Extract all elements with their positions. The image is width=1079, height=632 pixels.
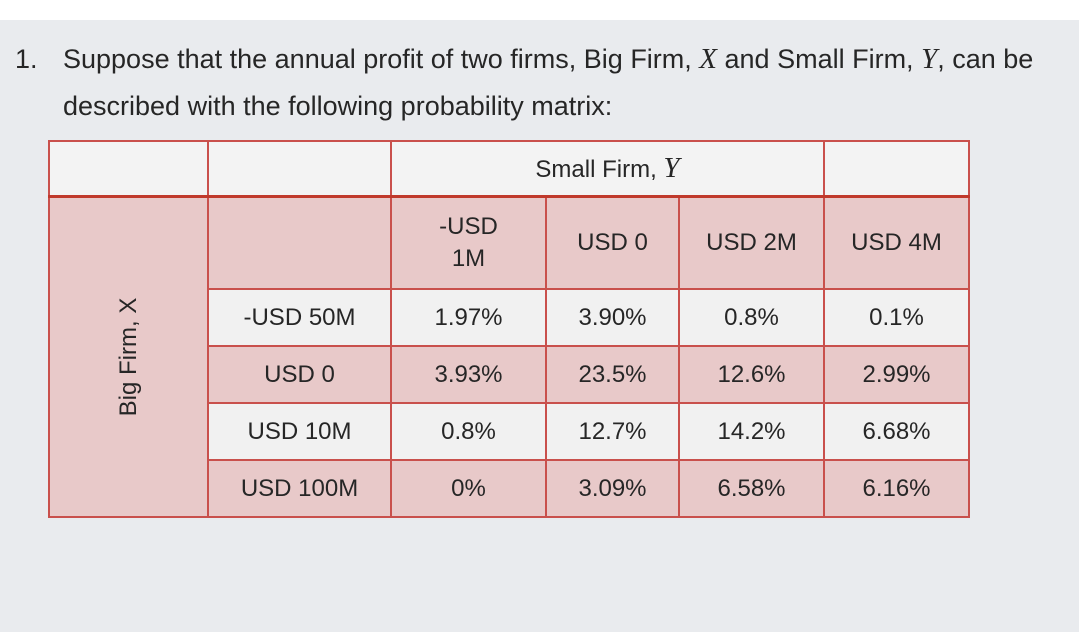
cell: 12.7% [545,402,680,461]
cell: 14.2% [678,402,825,461]
cell: 6.58% [678,459,825,518]
column-header: USD 2M [678,195,825,290]
cell: 3.09% [545,459,680,518]
empty-cell [207,195,392,290]
cell: 2.99% [823,345,970,404]
text: Suppose that the annual profit of two fi… [63,44,700,74]
cell: 0.1% [823,288,970,347]
variable: Y [663,152,680,184]
variable: Y [921,43,938,75]
cell: 6.16% [823,459,970,518]
column-group-label: Small Firm, Y [390,140,825,198]
row-group-label: Big Firm, X [114,297,142,417]
empty-cell [823,140,970,198]
row-label: USD 100M [207,459,392,518]
row-label: USD 10M [207,402,392,461]
cell: 12.6% [678,345,825,404]
cell: 0.8% [390,402,547,461]
cell: 6.68% [823,402,970,461]
cell: 3.93% [390,345,547,404]
data-row: USD 100M 0% 3.09% 6.58% 6.16% [49,459,970,518]
empty-cell [207,140,392,198]
cell: 0% [390,459,547,518]
probability-table: Small Firm, Y Big Firm, X -USD 1M USD 0 US… [48,140,970,518]
question-number: 1. [15,44,38,74]
column-header: -USD 1M [390,195,547,290]
text: Small Firm, [535,156,664,183]
variable: X [699,43,718,75]
cell: 23.5% [545,345,680,404]
row-label: USD 0 [207,345,392,404]
column-header-row: Big Firm, X -USD 1M USD 0 USD 2M USD 4M [48,195,970,518]
column-header: USD 0 [545,195,680,290]
data-row: USD 10M 0.8% 12.7% 14.2% 6.68% [49,402,970,461]
data-row: -USD 50M 1.97% 3.90% 0.8% 0.1% [49,288,970,347]
data-row: USD 0 3.93% 23.5% 12.6% 2.99% [49,345,970,404]
cell: 3.90% [545,288,680,347]
column-header: USD 4M [823,195,970,290]
header-row: Small Firm, Y [48,140,970,198]
empty-cell [48,140,209,198]
cell: 0.8% [678,288,825,347]
text: and Small Firm, [717,44,922,74]
row-group-cell: Big Firm, X [48,195,209,518]
text: , can be described with the following pr… [63,44,1034,121]
row-label: -USD 50M [207,288,392,347]
cell: 1.97% [390,288,547,347]
question-text: Suppose that the annual profit of two fi… [63,36,1063,130]
document: 1. Suppose that the annual profit of two… [0,20,1079,632]
